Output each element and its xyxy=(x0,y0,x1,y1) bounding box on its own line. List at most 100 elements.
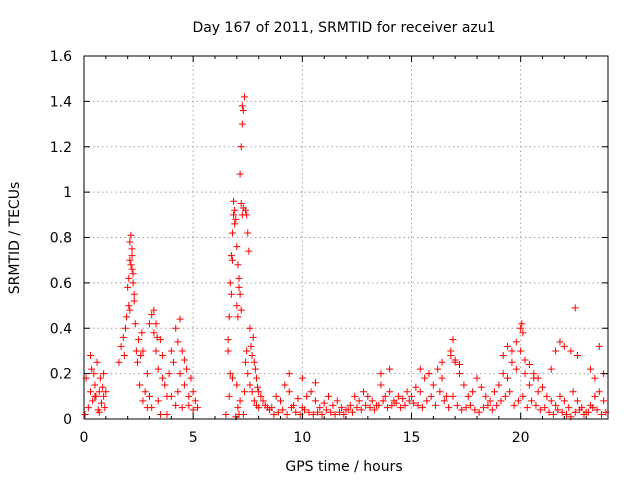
data-point xyxy=(305,408,313,416)
data-point xyxy=(88,365,96,373)
data-point xyxy=(239,410,247,418)
data-point xyxy=(102,388,110,396)
data-point xyxy=(91,392,99,400)
data-point xyxy=(274,408,282,416)
data-point xyxy=(161,381,169,389)
data-point xyxy=(357,406,365,414)
data-point xyxy=(451,356,459,364)
data-point xyxy=(99,383,107,391)
data-point xyxy=(189,406,197,414)
data-point xyxy=(183,365,191,373)
data-point xyxy=(176,370,184,378)
data-point xyxy=(176,315,184,323)
data-point xyxy=(482,392,490,400)
data-point xyxy=(230,211,238,219)
data-point xyxy=(163,410,171,418)
data-point xyxy=(331,410,339,418)
data-point xyxy=(589,404,597,412)
data-point xyxy=(89,397,97,405)
data-point xyxy=(87,388,95,396)
y-tick-label: 0.8 xyxy=(50,231,72,247)
data-point xyxy=(235,274,243,282)
data-point xyxy=(571,304,579,312)
data-point xyxy=(427,392,435,400)
data-point xyxy=(508,358,516,366)
data-point xyxy=(146,392,153,400)
data-point xyxy=(133,358,141,366)
data-point xyxy=(495,381,503,389)
data-point xyxy=(499,370,507,378)
data-point xyxy=(554,406,562,414)
data-point xyxy=(595,342,603,350)
data-point xyxy=(595,388,603,396)
data-point xyxy=(272,392,280,400)
data-point xyxy=(90,370,98,378)
data-point xyxy=(379,397,387,405)
data-point xyxy=(136,381,144,389)
data-point xyxy=(244,229,252,237)
data-point xyxy=(394,392,402,400)
data-point xyxy=(449,336,457,344)
data-point xyxy=(349,408,357,416)
data-point xyxy=(194,404,202,412)
data-point xyxy=(227,252,235,260)
data-point xyxy=(458,406,466,414)
data-point xyxy=(91,381,99,389)
data-point xyxy=(521,356,529,364)
y-tick-label: 1.2 xyxy=(50,140,72,156)
data-point xyxy=(270,410,278,418)
data-point xyxy=(442,392,450,400)
data-point xyxy=(449,392,457,400)
data-point xyxy=(131,320,139,328)
data-point xyxy=(320,399,328,407)
data-point xyxy=(412,383,420,391)
data-point xyxy=(123,313,131,321)
data-point xyxy=(558,408,566,416)
data-point xyxy=(355,397,363,405)
data-point xyxy=(125,274,133,282)
data-point xyxy=(388,401,396,409)
data-point xyxy=(335,408,343,416)
data-point xyxy=(493,401,501,409)
data-point xyxy=(250,397,258,405)
data-point xyxy=(552,401,560,409)
data-point xyxy=(159,351,167,359)
data-point xyxy=(386,365,394,373)
data-point xyxy=(375,401,383,409)
data-point xyxy=(405,397,413,405)
data-point xyxy=(279,406,287,414)
x-tick-label: 15 xyxy=(403,430,421,446)
data-point xyxy=(370,406,378,414)
data-point xyxy=(519,392,527,400)
data-point xyxy=(172,324,180,332)
data-point xyxy=(95,388,103,396)
data-point xyxy=(447,347,455,355)
data-point xyxy=(466,401,474,409)
data-point xyxy=(234,404,242,412)
data-point xyxy=(340,410,348,418)
data-point xyxy=(124,283,132,291)
data-point xyxy=(508,347,516,355)
data-point xyxy=(351,392,359,400)
data-point xyxy=(154,365,162,373)
data-point xyxy=(576,406,584,414)
data-point xyxy=(547,397,555,405)
data-point xyxy=(138,329,146,337)
data-point xyxy=(591,374,599,382)
data-point xyxy=(237,306,245,314)
data-point xyxy=(565,404,573,412)
data-points xyxy=(81,93,610,421)
data-point xyxy=(543,392,551,400)
data-point xyxy=(416,388,424,396)
data-point xyxy=(573,397,581,405)
data-point xyxy=(117,342,125,350)
data-point xyxy=(329,401,337,409)
data-point xyxy=(307,388,315,396)
data-point xyxy=(591,392,599,400)
data-point xyxy=(222,410,230,418)
data-point xyxy=(121,324,129,332)
data-point xyxy=(580,410,588,418)
data-point xyxy=(232,215,240,223)
data-point xyxy=(224,336,232,344)
